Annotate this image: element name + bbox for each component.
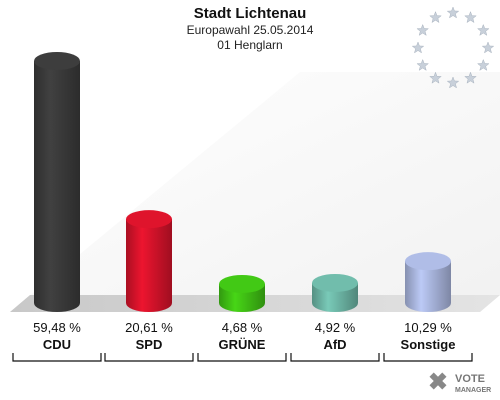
bar-afd [312,273,358,312]
bar-body [126,219,172,312]
category-label: Sonstige [401,337,456,352]
bar-top [405,252,451,271]
bar-cdu [34,52,80,312]
vote-manager-logo: VOTE MANAGER [429,372,491,394]
chart-subtitle-2: 01 Henglarn [217,38,282,52]
bar-group [34,52,451,312]
category-bracket [197,353,287,362]
category-bracket [104,353,194,362]
eu-star [476,23,490,36]
label-group: 59,48 % CDU 20,61 % SPD 4,68 % GRÜNE 4,92 % AfD… [12,320,473,362]
eu-star [481,41,495,54]
eu-star [476,58,490,71]
check-mark-icon [429,372,447,390]
bar-grüne [219,274,265,312]
logo-text-vote: VOTE [455,373,485,385]
value-label: 59,48 % [33,320,81,335]
category-bracket [12,353,102,362]
eu-star [464,71,477,84]
category-bracket [383,353,473,362]
value-label: 10,29 % [404,320,452,335]
category-label: AfD [323,337,346,352]
eu-star [429,71,442,84]
bar-top [126,210,172,229]
chart-subtitle: Europawahl 25.05.2014 [187,23,314,37]
value-label: 4,92 % [315,320,356,335]
value-label: 4,68 % [222,320,263,335]
category-bracket [290,353,380,362]
bar-sonstige [405,252,451,312]
eu-star [429,10,442,24]
eu-star [411,41,425,54]
bar-body [34,61,80,312]
eu-star [446,6,460,19]
category-label: SPD [136,337,163,352]
eu-stars-icon [411,6,495,89]
category-label: CDU [43,337,71,352]
eu-star [416,58,430,71]
bar-spd [126,210,172,312]
chart-title: Stadt Lichtenau [194,5,307,22]
eu-star [464,10,477,24]
eu-star [416,23,430,36]
bar-body [405,261,451,312]
logo-text-manager: MANAGER [455,387,491,394]
bar-top [219,274,265,293]
bar-top [312,273,358,292]
bar-top [34,52,80,70]
category-label: GRÜNE [219,337,266,352]
eu-star [446,76,460,89]
value-label: 20,61 % [125,320,173,335]
